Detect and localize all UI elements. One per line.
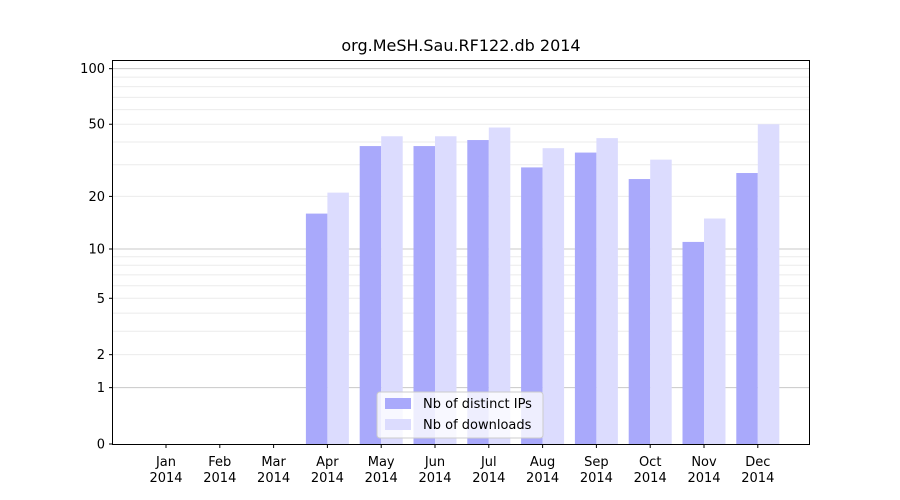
x-tick-label-month: Nov — [691, 455, 717, 470]
bar-downloads — [435, 136, 457, 445]
bar-downloads — [757, 124, 780, 445]
x-tick-label-year: 2014 — [365, 471, 398, 486]
legend: Nb of distinct IPs Nb of downloads — [376, 391, 544, 439]
x-tick-label-year: 2014 — [418, 471, 451, 486]
x-tick-label-month: Jul — [480, 455, 497, 470]
legend-swatch — [385, 419, 411, 430]
bar-downloads — [596, 138, 618, 444]
x-tick-label-year: 2014 — [687, 471, 720, 486]
bar-distinct-ips — [574, 152, 597, 444]
x-tick-label-year: 2014 — [580, 471, 613, 486]
bar-downloads — [488, 127, 511, 444]
x-tick-label-year: 2014 — [311, 471, 344, 486]
x-tick-label-year: 2014 — [634, 471, 667, 486]
bar-distinct-ips — [359, 146, 382, 445]
x-tick-label-year: 2014 — [472, 471, 505, 486]
bar-distinct-ips — [521, 167, 543, 444]
y-tick-label: 5 — [97, 292, 105, 307]
x-tick-label-month: Oct — [639, 455, 661, 470]
bars-layer — [305, 124, 780, 445]
x-tick-label-month: Jan — [155, 455, 176, 470]
y-tick-label: 20 — [88, 190, 105, 205]
bar-distinct-ips — [305, 213, 328, 444]
x-axis: Jan2014Feb2014Mar2014Apr2014May2014Jun20… — [149, 444, 774, 486]
x-tick-label-month: Mar — [261, 455, 286, 470]
x-tick-label-month: Dec — [745, 455, 770, 470]
grid-layer — [113, 68, 809, 389]
bar-downloads — [327, 192, 349, 444]
x-tick-label-month: Apr — [316, 455, 339, 470]
plot-frame — [112, 60, 810, 445]
bar-downloads — [381, 136, 403, 445]
legend-label: Nb of downloads — [423, 418, 532, 433]
x-tick-label-month: Jun — [424, 455, 445, 470]
x-tick-label-year: 2014 — [526, 471, 559, 486]
y-tick-label: 0 — [97, 438, 105, 453]
x-tick-label-month: Sep — [584, 455, 609, 470]
x-tick-label-month: Feb — [208, 455, 231, 470]
bar-distinct-ips — [736, 173, 758, 445]
legend-swatch — [385, 398, 411, 409]
y-tick-label: 1 — [97, 381, 105, 396]
x-tick-label-month: May — [368, 455, 395, 470]
legend-label: Nb of distinct IPs — [423, 397, 532, 412]
chart-title: org.MeSH.Sau.RF122.db 2014 — [341, 36, 580, 55]
bar-distinct-ips — [467, 140, 489, 444]
y-axis: 0 1 2 5 10 20 50 100 — [80, 62, 113, 453]
y-tick-label: 100 — [80, 62, 105, 77]
x-tick-label-year: 2014 — [257, 471, 290, 486]
y-tick-label: 2 — [97, 348, 105, 363]
x-tick-label-year: 2014 — [741, 471, 774, 486]
y-tick-label: 50 — [88, 118, 105, 133]
x-tick-label-year: 2014 — [149, 471, 182, 486]
bar-downloads — [650, 159, 672, 444]
x-tick-label-month: Aug — [530, 455, 555, 470]
y-tick-label: 10 — [88, 242, 105, 257]
bar-distinct-ips — [413, 146, 435, 445]
x-tick-label-year: 2014 — [203, 471, 236, 486]
bar-downloads — [704, 218, 726, 444]
bar-downloads — [542, 148, 565, 444]
bar-distinct-ips — [628, 179, 651, 445]
legend-box — [376, 391, 544, 439]
bar-distinct-ips — [682, 241, 704, 444]
